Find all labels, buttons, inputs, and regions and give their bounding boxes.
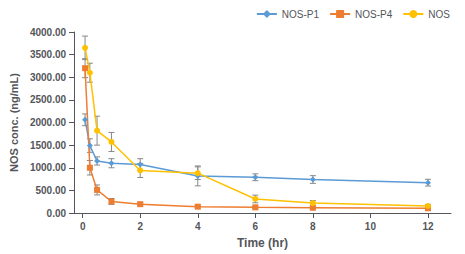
svg-text:2000.00: 2000.00: [30, 117, 67, 128]
svg-text:4: 4: [195, 221, 201, 232]
svg-text:8: 8: [310, 221, 316, 232]
svg-text:0: 0: [80, 221, 86, 232]
svg-text:500.00: 500.00: [35, 185, 66, 196]
svg-text:3500.00: 3500.00: [30, 49, 67, 60]
svg-text:1500.00: 1500.00: [30, 140, 67, 151]
svg-text:12: 12: [422, 221, 434, 232]
svg-text:NOS-P1: NOS-P1: [282, 9, 320, 20]
svg-text:NOS conc. (ng/mL): NOS conc. (ng/mL): [8, 73, 20, 172]
svg-text:4000.00: 4000.00: [30, 27, 67, 38]
svg-text:0.00: 0.00: [47, 208, 67, 219]
svg-text:Time (hr): Time (hr): [237, 236, 288, 250]
svg-text:NOS: NOS: [428, 9, 450, 20]
svg-text:1000.00: 1000.00: [30, 162, 67, 173]
svg-text:10: 10: [365, 221, 377, 232]
svg-text:6: 6: [253, 221, 259, 232]
svg-text:3000.00: 3000.00: [30, 72, 67, 83]
svg-text:2: 2: [137, 221, 143, 232]
svg-text:2500.00: 2500.00: [30, 94, 67, 105]
svg-text:NOS-P4: NOS-P4: [355, 9, 393, 20]
